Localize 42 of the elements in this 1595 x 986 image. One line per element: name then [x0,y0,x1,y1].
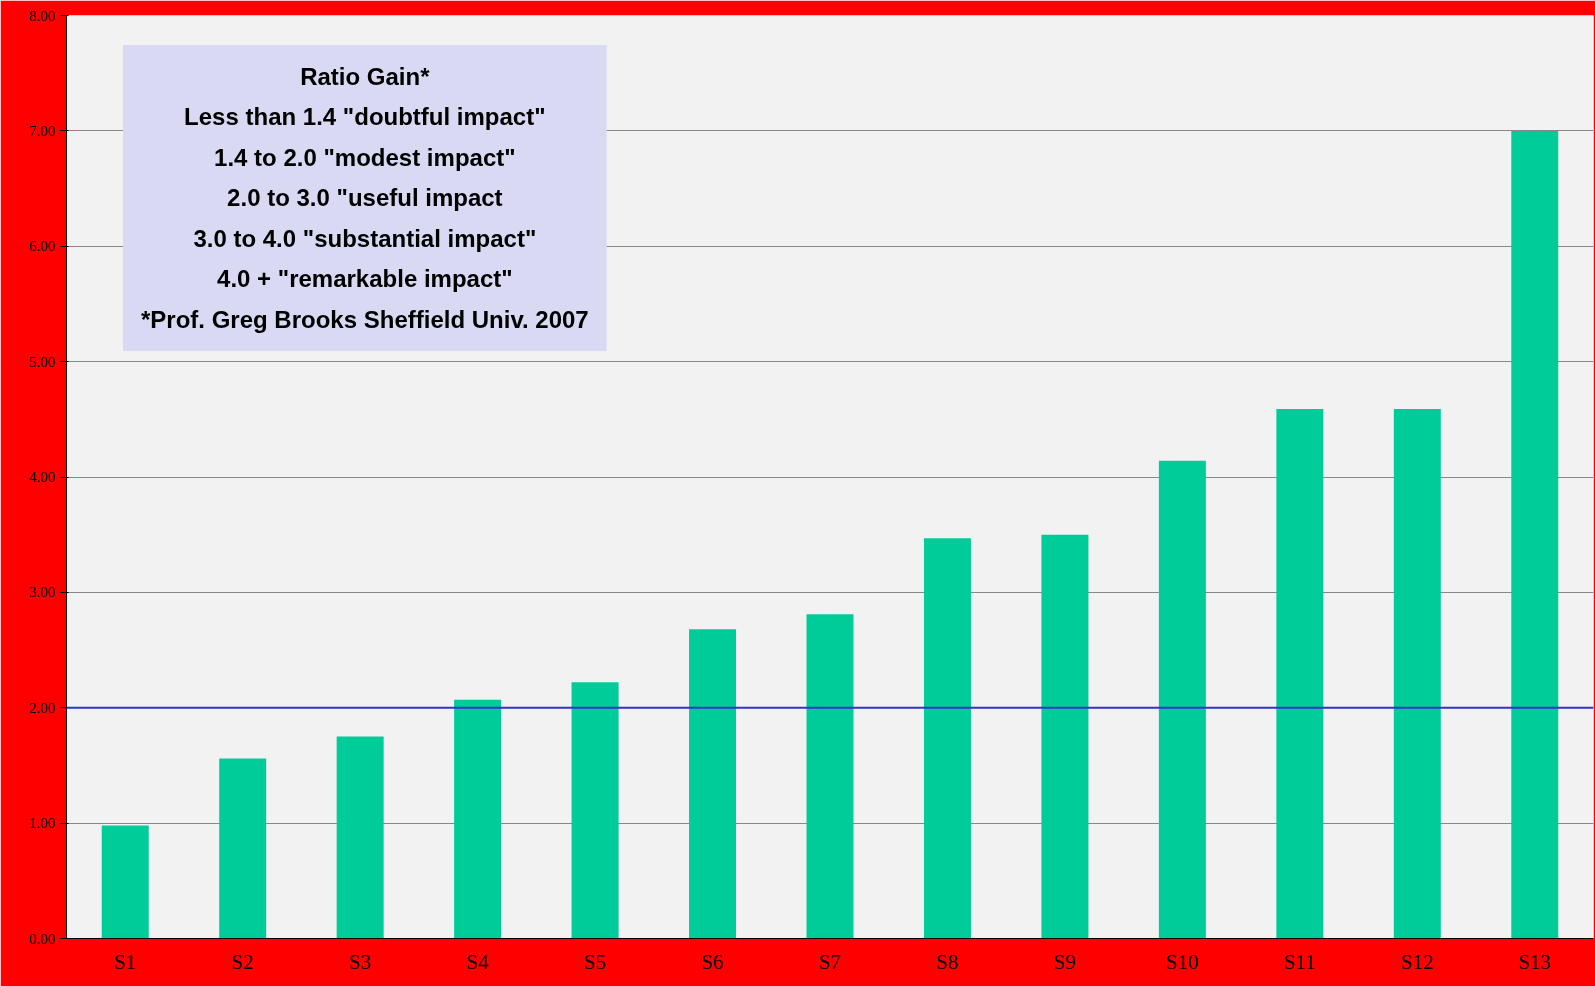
x-tick-label: S2 [231,949,254,974]
y-tick-label: 6.00 [29,238,56,255]
bar [101,825,149,939]
x-tick-label: S11 [1283,949,1316,974]
annotation: *Prof. Greg Brooks Sheffield Univ. 2007 [141,305,589,333]
y-tick-label: 2.00 [29,699,56,716]
x-tick-label: S6 [701,949,724,974]
y-tick-label: 0.00 [29,930,56,947]
x-tick-label: S10 [1166,949,1199,974]
bar [1393,408,1441,939]
bar [1041,534,1089,939]
annotation: 2.0 to 3.0 "useful impact [227,184,503,212]
y-tick-label: 1.00 [29,815,56,832]
y-tick-label: 7.00 [29,122,56,139]
annotation: Less than 1.4 "doubtful impact" [184,103,546,131]
bar [1158,460,1206,939]
bar [571,682,619,939]
x-tick-label: S13 [1518,949,1552,974]
bar [219,758,267,939]
bar [806,614,854,939]
annotation: 1.4 to 2.0 "modest impact" [214,143,516,171]
y-tick-label: 8.00 [29,7,56,24]
x-tick-label: S9 [1053,949,1077,974]
x-tick-label: S3 [349,949,372,974]
bar [336,736,384,939]
bar [689,629,737,939]
bar [1511,130,1559,939]
y-tick-label: 3.00 [29,584,56,601]
bar [454,699,502,939]
annotation: 4.0 + "remarkable impact" [217,265,513,293]
x-tick-label: S4 [466,949,490,974]
bar [923,538,971,939]
annotation: 3.0 to 4.0 "substantial impact" [193,224,537,252]
annotation: Ratio Gain* [300,62,431,90]
x-tick-label: S12 [1400,949,1434,974]
bar [1276,408,1324,939]
x-tick-label: S8 [936,949,959,974]
x-tick-label: S5 [583,949,607,974]
y-tick-label: 5.00 [29,353,56,370]
y-tick-label: 4.00 [29,469,56,485]
x-tick-label: S1 [114,949,137,974]
x-tick-label: S7 [818,949,842,974]
